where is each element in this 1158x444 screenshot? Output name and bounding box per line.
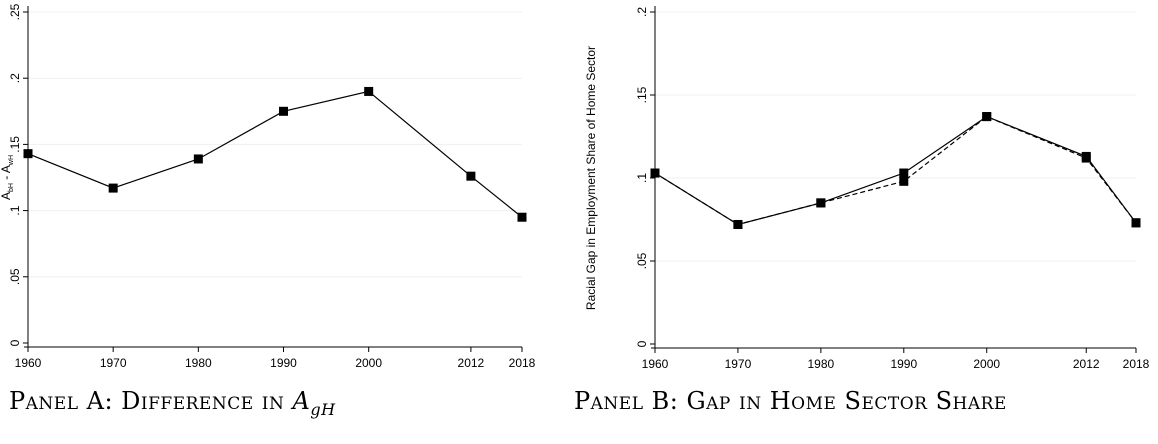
y-tick-label: .1 — [635, 173, 649, 183]
x-tick-label: 1990 — [270, 356, 297, 370]
caption-math: AgH — [292, 387, 335, 419]
x-tick-label: 1980 — [185, 356, 212, 370]
data-point — [899, 176, 909, 186]
y-tick-label: .2 — [8, 73, 22, 83]
y-tick-label: .15 — [8, 136, 22, 153]
data-point — [1131, 218, 1141, 228]
data-point — [108, 183, 118, 193]
y-tick-label: 0 — [635, 340, 649, 347]
data-point — [517, 212, 527, 222]
chart-panel-b: 0 .05 .1 .15 .2 1960 1970 1980 1990 2000 2012 2018 R… — [584, 6, 1150, 371]
data-point — [982, 112, 992, 122]
y-axis-label: AbH - AwH — [0, 155, 15, 200]
y-axis-label: Racial Gap in Employment Share of Home S… — [584, 46, 598, 310]
data-point — [733, 219, 743, 229]
x-tick-label: 1970 — [100, 356, 127, 370]
x-tick-label: 2000 — [355, 356, 382, 370]
y-tick-label: .05 — [8, 268, 22, 285]
data-point — [279, 106, 289, 116]
y-tick-label: .25 — [8, 3, 22, 20]
series-line-solid — [654, 115, 1137, 226]
caption-panel-b: Panel B: Gap in Home Sector Share — [574, 387, 1007, 415]
x-tick-label: 2012 — [1073, 357, 1100, 371]
y-tick-label: .1 — [8, 205, 22, 215]
x-tick-label: 1960 — [642, 357, 669, 371]
data-point — [193, 154, 203, 164]
data-point — [650, 168, 660, 178]
chart-panel-a: 0 .05 .1 .15 .2 .25 1960 1970 1980 1990 2000 2012 20… — [0, 3, 536, 370]
data-point — [23, 149, 33, 159]
x-tick-label: 2012 — [458, 356, 485, 370]
y-tick-label: 0 — [8, 339, 22, 346]
series-line-dashed — [654, 115, 1137, 226]
y-tick-label: .15 — [635, 86, 649, 103]
x-tick-label: 1970 — [725, 357, 752, 371]
x-tick-label: 2018 — [1123, 357, 1150, 371]
caption-math-main: A — [292, 387, 311, 415]
x-tick-label: 2000 — [973, 357, 1000, 371]
x-tick-label: 1960 — [15, 356, 42, 370]
caption-math-sub: gH — [310, 399, 336, 419]
x-tick-label: 2018 — [509, 356, 536, 370]
series-line-solid — [27, 90, 523, 218]
panel-a: 0 .05 .1 .15 .2 .25 1960 1970 1980 1990 2000 2012 20… — [0, 0, 560, 444]
panel-b: 0 .05 .1 .15 .2 1960 1970 1980 1990 2000 2012 2018 R… — [574, 0, 1158, 444]
x-tick-label: 1990 — [890, 357, 917, 371]
caption-text: Panel A: Difference in — [9, 387, 293, 415]
y-tick-label: .2 — [635, 7, 649, 17]
data-point — [899, 168, 909, 178]
data-point — [1081, 153, 1091, 163]
data-point — [466, 171, 476, 181]
y-tick-label: .05 — [635, 252, 649, 269]
caption-panel-a: Panel A: Difference in AgH — [9, 387, 336, 419]
data-point — [816, 198, 826, 208]
x-tick-label: 1980 — [808, 357, 835, 371]
data-point — [364, 86, 374, 96]
